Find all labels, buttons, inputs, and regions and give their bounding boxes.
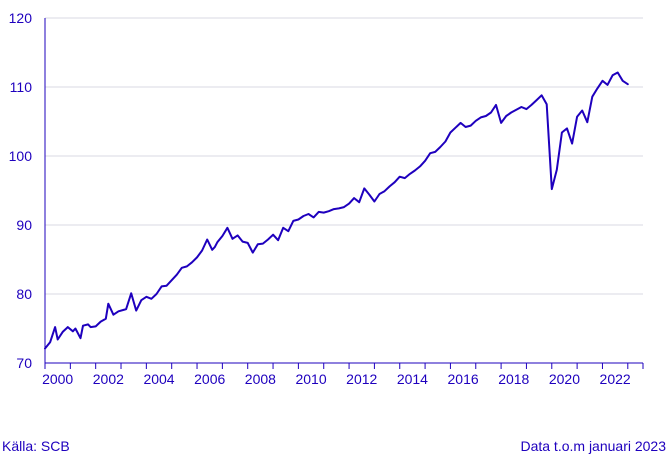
source-note: Källa: SCB xyxy=(2,438,70,454)
x-tick-label: 2000 xyxy=(42,371,73,387)
y-tick-label: 100 xyxy=(9,148,33,164)
y-tick-label: 120 xyxy=(9,10,33,26)
x-tick-label: 2006 xyxy=(194,371,225,387)
data-note: Data t.o.m januari 2023 xyxy=(520,438,666,454)
x-tick-label: 2020 xyxy=(549,371,580,387)
x-tick-label: 2002 xyxy=(93,371,124,387)
y-tick-label: 90 xyxy=(16,217,32,233)
series xyxy=(44,71,629,350)
x-tick-label: 2014 xyxy=(397,371,428,387)
line-chart: 70 80 90 100 110 120 2000 2002 2004 2006 2008 2010… xyxy=(9,10,644,387)
series-line-0 xyxy=(44,71,629,350)
x-tick-label: 2018 xyxy=(498,371,529,387)
y-tick-label: 80 xyxy=(16,286,32,302)
x-tick-label: 2022 xyxy=(600,371,631,387)
y-tick-label: 110 xyxy=(10,79,33,95)
x-tick-label: 2008 xyxy=(245,371,276,387)
gridlines xyxy=(45,17,643,295)
x-tick-label: 2004 xyxy=(143,371,174,387)
y-tick-label: 70 xyxy=(16,355,32,371)
x-tick-labels: 2000 2002 2004 2006 2008 2010 2012 2014 2016 2018… xyxy=(42,371,631,387)
axes xyxy=(44,18,644,369)
x-tick-label: 2012 xyxy=(346,371,377,387)
y-tick-labels: 70 80 90 100 110 120 xyxy=(9,10,33,371)
x-tick-label: 2010 xyxy=(295,371,326,387)
x-tick-label: 2016 xyxy=(448,371,479,387)
